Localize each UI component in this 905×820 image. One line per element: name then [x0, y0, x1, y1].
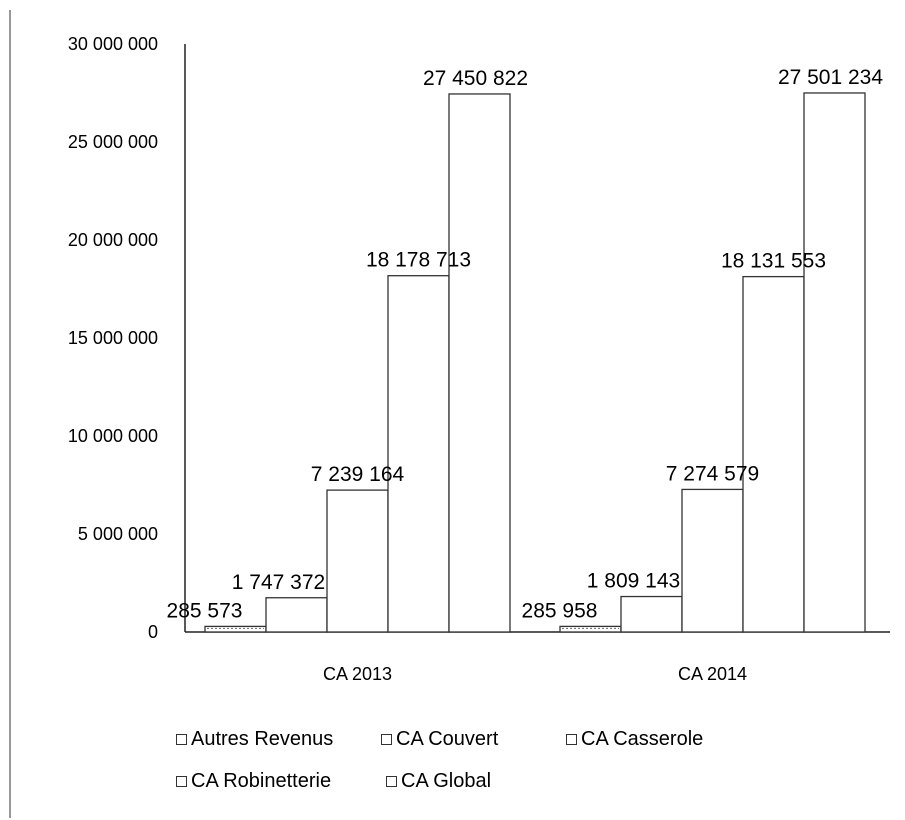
bar-ca-robinetterie: [742, 275, 805, 633]
legend-item: CA Casserole: [566, 728, 703, 751]
legend-swatch: [566, 734, 577, 745]
legend-label: Autres Revenus: [191, 728, 334, 750]
data-label: 1 747 372: [232, 571, 325, 594]
data-label: 18 178 713: [366, 249, 471, 272]
legend-item: CA Global: [386, 770, 491, 793]
legend-swatch: [381, 734, 392, 745]
data-label: 27 450 822: [423, 67, 528, 90]
y-tick-label: 30 000 000: [68, 34, 158, 54]
bar-ca-couvert: [620, 595, 683, 633]
legend-label: CA Couvert: [396, 728, 499, 750]
y-tick-label: 15 000 000: [68, 328, 158, 348]
data-label: 1 809 143: [587, 570, 680, 593]
legend-label: CA Global: [401, 770, 492, 792]
bar-ca-couvert: [265, 597, 328, 633]
legend-swatch: [176, 734, 187, 745]
x-category-label: CA 2013: [323, 664, 392, 684]
y-tick-label: 5 000 000: [78, 524, 158, 544]
legend-label: CA Casserole: [581, 728, 704, 750]
legend-item: CA Couvert: [381, 728, 498, 751]
bar-ca-robinetterie: [387, 275, 450, 633]
bar-ca-global: [448, 93, 511, 633]
bar-autres-revenus: [204, 625, 267, 633]
bar-autres-revenus: [559, 625, 622, 633]
data-label: 27 501 234: [778, 66, 883, 89]
legend-label: CA Robinetterie: [191, 770, 332, 792]
legend-item: Autres Revenus: [176, 728, 333, 751]
y-tick-label: 20 000 000: [68, 230, 158, 250]
data-label: 285 958: [522, 599, 598, 622]
x-category-label: CA 2014: [678, 664, 747, 684]
bar-ca-global: [803, 92, 866, 633]
bar-ca-casserole: [326, 489, 389, 633]
data-label: 7 274 579: [666, 462, 759, 485]
legend-swatch: [386, 776, 397, 787]
data-label: 18 131 553: [721, 250, 826, 273]
bar-ca-casserole: [681, 488, 744, 633]
legend-item: CA Robinetterie: [176, 770, 331, 793]
y-tick-label: 0: [148, 622, 158, 642]
data-label: 7 239 164: [311, 463, 405, 486]
y-tick-label: 10 000 000: [68, 426, 158, 446]
y-tick-label: 25 000 000: [68, 132, 158, 152]
data-label: 285 573: [167, 599, 243, 622]
legend-swatch: [176, 776, 187, 787]
